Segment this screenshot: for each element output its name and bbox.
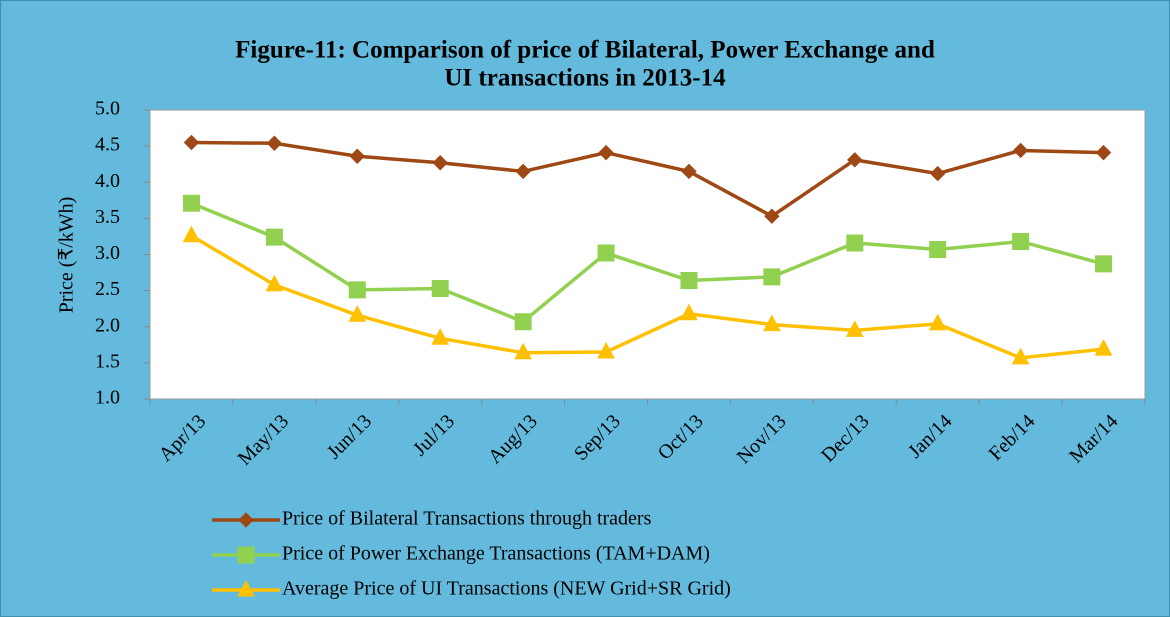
data-point <box>930 165 946 182</box>
y-tick-label: 1.0 <box>95 387 120 409</box>
data-point <box>597 244 615 262</box>
data-point <box>266 135 283 151</box>
data-point <box>183 134 200 151</box>
data-point <box>1095 255 1113 273</box>
legend-marker <box>237 579 255 597</box>
data-point <box>348 281 366 299</box>
data-point <box>680 303 698 321</box>
data-point <box>514 313 532 331</box>
chart-title: UI transactions in 2013-14 <box>444 65 726 92</box>
data-point <box>928 313 947 331</box>
y-tick-label: 4.5 <box>95 134 120 156</box>
data-point <box>1095 144 1112 161</box>
legend-marker <box>237 546 255 564</box>
data-point <box>431 279 449 297</box>
data-point <box>929 240 947 258</box>
y-tick-label: 1.5 <box>95 350 120 372</box>
data-point <box>515 163 531 180</box>
y-tick-label: 5.0 <box>95 98 120 120</box>
data-point <box>598 144 614 161</box>
data-point <box>514 342 532 360</box>
legend-label: Price of Bilateral Transactions through … <box>282 508 652 530</box>
data-point <box>349 148 365 164</box>
data-point <box>681 163 697 180</box>
y-tick-label: 2.0 <box>95 314 120 336</box>
data-point <box>1094 339 1113 356</box>
data-point <box>763 268 781 286</box>
series-line <box>190 234 1104 360</box>
plot-area <box>149 109 1146 400</box>
series-line <box>191 140 1104 219</box>
y-tick-label: 3.0 <box>95 242 120 264</box>
data-point <box>763 314 781 332</box>
legend-label: Price of Power Exchange Transactions (TA… <box>282 543 710 565</box>
data-point <box>846 234 864 252</box>
chart-title: Figure-11: Comparison of price of Bilate… <box>235 37 935 64</box>
data-point <box>431 328 450 345</box>
y-tick-label: 3.5 <box>95 206 120 228</box>
data-point <box>597 341 615 359</box>
data-point <box>845 320 864 337</box>
y-tick-label: 2.5 <box>95 278 120 300</box>
data-point <box>847 152 863 168</box>
data-point <box>1011 347 1030 365</box>
data-point <box>1012 142 1029 159</box>
data-point <box>265 274 284 292</box>
y-tick-label: 4.0 <box>95 170 120 192</box>
y-axis-label: Price (₹/kWh) <box>56 197 78 314</box>
data-point <box>182 194 200 212</box>
data-point <box>680 272 698 290</box>
legend-label: Average Price of UI Transactions (NEW Gr… <box>282 578 731 600</box>
legend-marker <box>238 512 254 528</box>
series-line <box>190 201 1104 324</box>
data-point <box>432 155 448 171</box>
data-point <box>764 208 780 224</box>
data-point <box>1012 232 1030 250</box>
data-point <box>182 225 201 243</box>
data-point <box>348 305 367 322</box>
data-point <box>265 228 283 246</box>
